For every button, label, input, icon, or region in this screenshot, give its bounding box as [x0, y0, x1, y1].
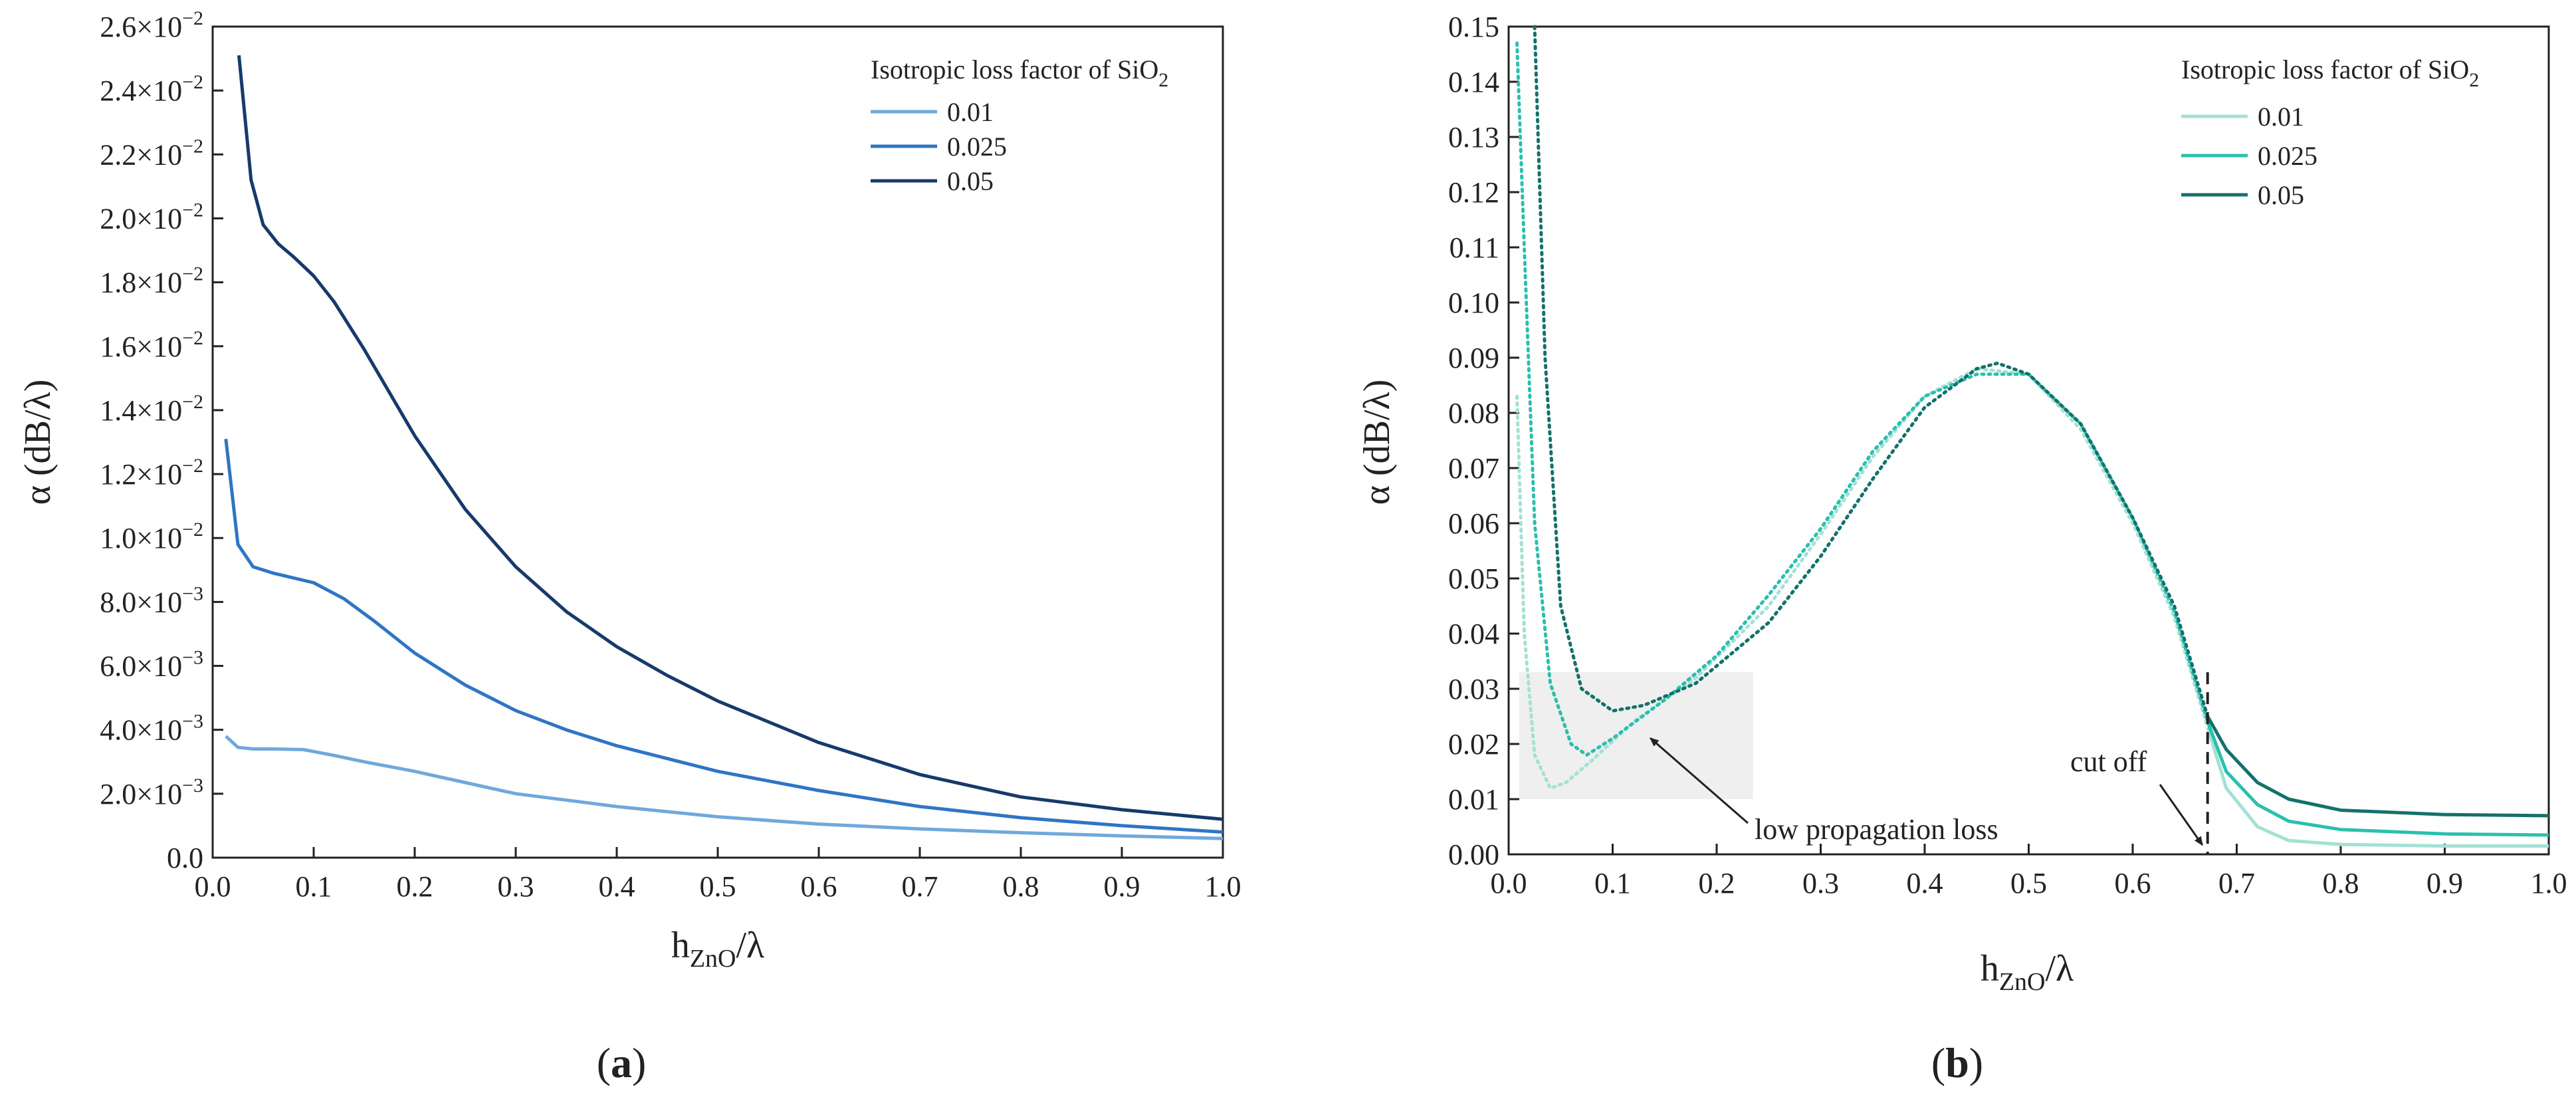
y-tick-label: 0.08 [1448, 397, 1499, 429]
y-tick-label: 0.00 [1448, 838, 1499, 871]
legend-label-0.05: 0.05 [2258, 180, 2304, 210]
plot-frame-a [211, 25, 1224, 859]
legend-title-a: Isotropic loss factor of SiO2 [871, 55, 1168, 91]
x-tick-label: 0.1 [296, 870, 332, 903]
x-tick-label: 0.8 [1003, 870, 1039, 903]
y-tick-label: 2.0×10−3 [100, 775, 203, 810]
y-tick-label: 2.2×10−2 [100, 135, 203, 171]
y-tick-label: 1.6×10−2 [100, 327, 203, 363]
y-tick-label: 0.01 [1448, 783, 1499, 816]
panel-label-a: (a) [597, 1039, 647, 1086]
y-axis-label-a: α (dB/λ) [17, 380, 58, 505]
legend-title-b: Isotropic loss factor of SiO2 [2181, 55, 2479, 91]
y-tick-label: 0.03 [1448, 673, 1499, 705]
series-dotted-0.05 [1533, 25, 2210, 718]
legend-b: Isotropic loss factor of SiO2 0.01 0.025… [2181, 55, 2479, 210]
x-axis-label-a: hZnO/λ [671, 925, 764, 973]
y-axis-label-b: α (dB/λ) [1356, 380, 1398, 505]
low-loss-highlight-region [1519, 672, 1753, 799]
series-solid-0.025 [2206, 721, 2549, 837]
low-propagation-loss-annotation: low propagation loss [1755, 813, 1998, 846]
y-tick-label: 0.11 [1449, 231, 1499, 264]
y-tick-label: 0.07 [1448, 452, 1499, 485]
legend-label-0.01: 0.01 [947, 97, 994, 127]
y-tick-label: 1.4×10−2 [100, 391, 203, 427]
y-tick-label: 0.05 [1448, 562, 1499, 595]
y-tick-label: 0.13 [1448, 121, 1499, 154]
panel-b: 0.0 0.1 0.2 0.3 0.4 0.5 0.6 0.7 0.8 0.9 1.0 0.00 0.0… [1356, 11, 2567, 1086]
x-tick-label: 0.4 [599, 870, 635, 903]
y-tick-label: 1.8×10−2 [100, 263, 203, 299]
y-tick-label: 8.0×10−3 [100, 582, 203, 618]
x-tick-label: 0.3 [1802, 867, 1839, 900]
y-tick-label: 0.06 [1448, 507, 1499, 540]
cutoff-arrow [2159, 784, 2203, 846]
series-solid-0.05 [2206, 715, 2549, 818]
x-tick-label: 0.0 [195, 870, 231, 903]
series-solid-0.01 [2206, 727, 2549, 848]
y-tick-label: 6.0×10−3 [100, 647, 203, 683]
x-tick-label: 0.2 [1699, 867, 1735, 900]
series-line-0.025 [224, 438, 1224, 834]
legend-label-0.025: 0.025 [2258, 141, 2317, 171]
x-tick-label: 0.5 [700, 870, 736, 903]
panel-label-b: (b) [1931, 1039, 1983, 1086]
legend-a: Isotropic loss factor of SiO2 0.01 0.025… [871, 55, 1168, 196]
x-tick-label: 0.4 [1907, 867, 1943, 900]
series-line-0.01 [225, 735, 1224, 840]
x-tick-label: 1.0 [1205, 870, 1241, 903]
y-tick-label: 2.0×10−2 [100, 199, 203, 235]
x-axis-label-b: hZnO/λ [1981, 948, 2074, 996]
x-tick-label: 0.3 [498, 870, 534, 903]
x-tick-label: 0.5 [2010, 867, 2047, 900]
low-propagation-loss-arrow [1649, 737, 1749, 824]
x-tick-label: 0.1 [1594, 867, 1631, 900]
series-dotted-0.025 [1515, 41, 2210, 757]
y-tick-label: 0.10 [1448, 287, 1499, 319]
panel-a: 0.0 0.1 0.2 0.3 0.4 0.5 0.6 0.7 0.8 0.9 1.0 0.0 2.0×… [17, 7, 1241, 1086]
y-tick-label: 0.09 [1448, 342, 1499, 374]
x-tick-label: 0.0 [1491, 867, 1527, 900]
legend-label-0.025: 0.025 [947, 132, 1007, 162]
series-line-0.05 [237, 55, 1224, 821]
y-tick-label: 0.12 [1448, 176, 1499, 209]
x-tick-label: 0.8 [2323, 867, 2359, 900]
x-tick-label: 0.9 [2426, 867, 2463, 900]
cutoff-annotation: cut off [2070, 745, 2147, 778]
y-tick-label: 0.14 [1448, 66, 1499, 98]
x-tick-label: 0.6 [2115, 867, 2151, 900]
x-tick-label: 0.2 [397, 870, 433, 903]
x-tick-label: 0.9 [1104, 870, 1140, 903]
y-tick-label: 0.15 [1448, 11, 1499, 43]
y-tick-label: 2.6×10−2 [100, 7, 203, 43]
legend-label-0.01: 0.01 [2258, 102, 2304, 132]
y-tick-label: 4.0×10−3 [100, 711, 203, 747]
y-tick-label: 2.4×10−2 [100, 71, 203, 107]
y-tick-label: 1.0×10−2 [100, 519, 203, 554]
x-tick-label: 0.7 [902, 870, 938, 903]
x-tick-label: 0.6 [801, 870, 837, 903]
y-tick-label: 0.02 [1448, 728, 1499, 761]
x-tick-label: 0.7 [2218, 867, 2255, 900]
x-tick-label: 1.0 [2531, 867, 2567, 900]
legend-label-0.05: 0.05 [947, 166, 994, 196]
y-tick-label: 0.04 [1448, 618, 1499, 650]
y-tick-label: 0.0 [167, 842, 203, 874]
y-tick-label: 1.2×10−2 [100, 455, 203, 491]
series-dotted-0.01 [1515, 367, 2210, 791]
